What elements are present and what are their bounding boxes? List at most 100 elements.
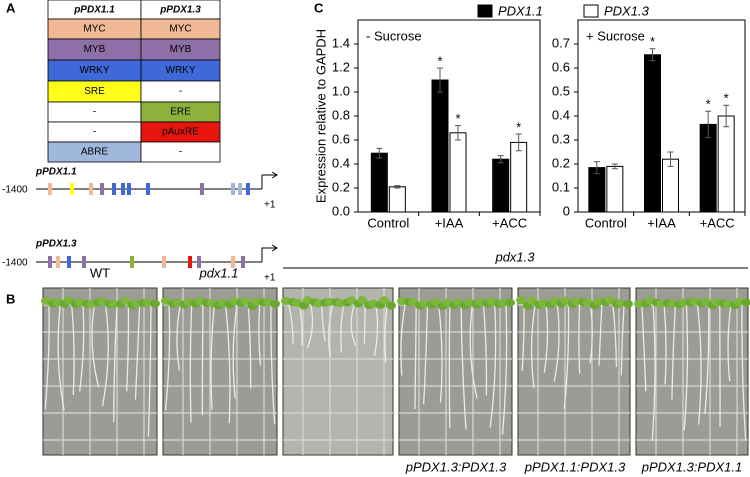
genotype-label: WT — [90, 265, 110, 280]
significance-mark: * — [650, 34, 655, 49]
seedling-photo — [397, 288, 515, 455]
promoter-name: pPDX1.3 — [35, 239, 77, 250]
motif-box — [130, 256, 134, 268]
seedling-photo — [281, 288, 396, 455]
root — [202, 305, 203, 415]
chart-title: - Sucrose — [366, 28, 422, 43]
motif-box — [231, 183, 235, 195]
genotype-group-label: pdx1.3 — [494, 249, 535, 264]
x-tick-label: +ACC — [492, 215, 527, 230]
chart-title: + Sucrose — [586, 28, 645, 43]
significance-mark: * — [437, 53, 442, 68]
y-tick-label: 0.8 — [332, 107, 350, 122]
seedling-photo — [634, 288, 750, 455]
y-tick-label: 1.0 — [332, 83, 350, 98]
table-cell-text: SRE — [84, 86, 105, 97]
significance-mark: * — [455, 111, 460, 126]
leaf — [270, 300, 280, 308]
root — [364, 305, 365, 344]
y-tick-label: 1.4 — [332, 35, 350, 50]
y-tick-label: 0.6 — [552, 59, 570, 74]
motif-box — [70, 183, 74, 195]
legend-swatch — [478, 5, 492, 17]
promoter-start: -1400 — [2, 258, 28, 269]
significance-mark: * — [706, 97, 711, 112]
significance-mark: * — [516, 119, 521, 134]
motif-box — [56, 256, 60, 268]
bar — [432, 80, 448, 212]
leaf — [505, 299, 515, 307]
motif-box — [162, 256, 166, 268]
legend-label: PDX1.3 — [604, 3, 650, 18]
leaf — [623, 300, 633, 308]
seedling-photo — [161, 288, 280, 455]
y-tick-label: 0.7 — [552, 35, 570, 50]
bar — [371, 153, 387, 212]
table-cell-text: MYC — [169, 24, 191, 35]
legend-swatch — [584, 5, 598, 17]
table-cell-text: MYB — [170, 44, 192, 55]
bar — [645, 55, 661, 212]
table-cell-text: MYC — [83, 24, 105, 35]
table-cell-text: pAuxRE — [162, 127, 199, 138]
table-cell-text: - — [179, 147, 182, 158]
table-cell-text: - — [179, 86, 182, 97]
table-cell-text: ERE — [170, 107, 191, 118]
root — [579, 305, 580, 374]
panel-label: B — [6, 291, 15, 306]
y-axis-label: Expression relative to GAPDH — [313, 29, 328, 203]
motif-box — [241, 256, 245, 268]
motif-box — [238, 183, 242, 195]
table-cell-text: - — [93, 107, 96, 118]
y-tick-label: 0.0 — [332, 203, 350, 218]
y-tick-label: 0.3 — [552, 131, 570, 146]
motif-box — [146, 183, 150, 195]
genotype-label: pdx1.1 — [198, 265, 238, 280]
motif-box — [200, 183, 204, 195]
construct-label: pPDX1.3:PDX1.1 — [641, 459, 742, 474]
table-header: pPDX1.3 — [159, 5, 201, 16]
motif-box — [100, 183, 104, 195]
x-tick-label: +ACC — [700, 215, 735, 230]
table-cell-text: ABRE — [81, 147, 109, 158]
y-tick-label: 0.4 — [552, 107, 570, 122]
y-tick-label: 0.1 — [552, 179, 570, 194]
table-cell-text: - — [93, 127, 96, 138]
bar — [663, 159, 679, 212]
panel-label: A — [6, 0, 16, 15]
leaf — [150, 300, 160, 308]
table-header: pPDX1.1 — [73, 5, 115, 16]
y-tick-label: 0 — [563, 203, 570, 218]
y-tick-label: 0.5 — [552, 83, 570, 98]
promoter-start: -1400 — [2, 185, 28, 196]
table-cell-text: WRKY — [166, 65, 196, 76]
bar — [450, 133, 466, 212]
motif-box — [121, 183, 125, 195]
bar — [718, 116, 734, 212]
root — [449, 305, 450, 428]
table-cell-text: WRKY — [80, 65, 110, 76]
x-tick-label: +IAA — [435, 215, 464, 230]
motif-box — [127, 183, 131, 195]
motif-box — [112, 183, 116, 195]
bar — [511, 142, 527, 212]
table-cell-text: MYB — [84, 44, 106, 55]
construct-label: pPDX1.1:PDX1.3 — [524, 459, 626, 474]
motif-box — [67, 256, 71, 268]
motif-box — [89, 183, 93, 195]
y-tick-label: 1.2 — [332, 59, 350, 74]
bar — [589, 168, 605, 212]
promoter-name: pPDX1.1 — [35, 167, 77, 178]
bar — [607, 166, 623, 212]
promoter-tss: +1 — [264, 200, 276, 211]
leaf — [386, 302, 396, 310]
bar — [389, 187, 405, 212]
construct-label: pPDX1.3:PDX1.3 — [405, 459, 507, 474]
y-tick-label: 0.2 — [552, 155, 570, 170]
seedling-photo — [41, 288, 160, 455]
seedling-photo — [516, 288, 633, 455]
x-tick-label: +IAA — [647, 215, 676, 230]
legend-label: PDX1.1 — [498, 3, 543, 18]
promoter-tss: +1 — [264, 273, 276, 284]
